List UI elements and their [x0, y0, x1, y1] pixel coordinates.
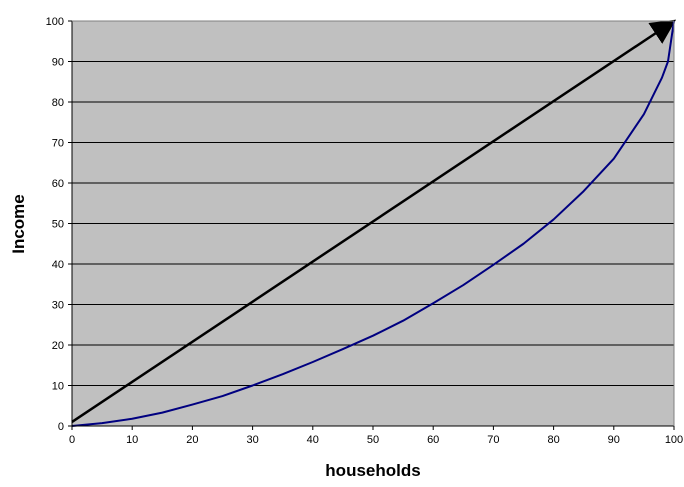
y-tick-label-0: 0	[58, 421, 64, 433]
equality-arrow	[71, 19, 677, 423]
y-tick-label-40: 40	[52, 259, 64, 271]
y-tick-label-80: 80	[52, 97, 64, 109]
x-tick-label-10: 10	[126, 434, 138, 446]
y-tick-label-60: 60	[52, 178, 64, 190]
lorenz-curve	[71, 20, 675, 427]
x-tick-label-50: 50	[367, 434, 379, 446]
axes	[68, 20, 675, 430]
y-tick-label-100: 100	[46, 16, 64, 28]
tick-labels: 0 10 20 30 40 50 60 70 80 90 100 0 10 20 30 40 50 60 70 80 9…	[46, 16, 684, 446]
x-tick-label-40: 40	[307, 434, 319, 446]
x-tick-label-0: 0	[69, 434, 75, 446]
x-tick-label-30: 30	[246, 434, 258, 446]
y-tick-label-10: 10	[52, 381, 64, 393]
x-tick-label-60: 60	[427, 434, 439, 446]
x-tick-label-90: 90	[608, 434, 620, 446]
y-axis-title: Income	[9, 194, 28, 254]
x-tick-label-70: 70	[487, 434, 499, 446]
x-tick-label-80: 80	[547, 434, 559, 446]
x-tick-label-100: 100	[665, 434, 683, 446]
x-axis-title: households	[325, 461, 420, 480]
x-tick-label-20: 20	[186, 434, 198, 446]
y-tick-label-50: 50	[52, 219, 64, 231]
y-tick-label-90: 90	[52, 57, 64, 69]
y-tick-label-30: 30	[52, 300, 64, 312]
y-tick-label-20: 20	[52, 340, 64, 352]
y-tick-label-70: 70	[52, 138, 64, 150]
series-group	[71, 19, 677, 427]
